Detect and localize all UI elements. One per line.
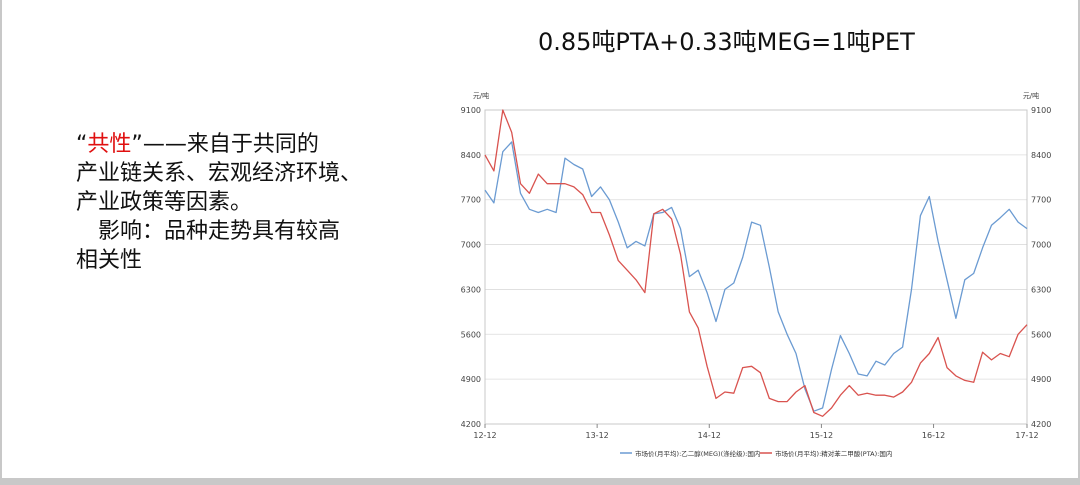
commonality-description: “共性”——来自于共同的 产业链关系、宏观经济环境、 产业政策等因素。 影响：品… xyxy=(76,130,456,275)
y-tick-label-left: 4200 xyxy=(461,420,481,429)
text-line-2: 产业链关系、宏观经济环境、 xyxy=(76,161,363,186)
y-tick-label-left: 5600 xyxy=(461,330,481,339)
x-tick-label: 17-12 xyxy=(1015,431,1038,440)
text-line-3: 产业政策等因素。 xyxy=(76,190,253,215)
y-unit-left: 元/吨 xyxy=(473,91,489,100)
chart-series xyxy=(484,109,1028,417)
chart-axes: 4200 4200 4900 4900 5600 5600 6300 6300 7000 7000… xyxy=(461,91,1052,440)
y-tick-label-left: 6300 xyxy=(461,285,481,294)
slide-title: 0.85吨PTA+0.33吨MEG=1吨PET xyxy=(538,28,915,56)
x-tick-label: 14-12 xyxy=(698,431,721,440)
y-tick-label-right: 9100 xyxy=(1031,106,1051,115)
y-tick-label-right: 4200 xyxy=(1031,420,1051,429)
y-unit-right: 元/吨 xyxy=(1023,91,1039,100)
text-line-4-wrap: 影响：品种走势具有较高 xyxy=(76,217,456,246)
y-tick-label-right: 7000 xyxy=(1031,241,1051,250)
text-line-1-rest: ——来自于共同的 xyxy=(142,132,319,157)
y-tick-label-left: 4900 xyxy=(461,375,481,384)
series-line-pta xyxy=(484,109,1028,417)
legend-label-pta: 市场价(月平均):精对苯二甲酸(PTA):国内 xyxy=(775,449,892,458)
plot-border xyxy=(484,109,1028,425)
y-tick-label-right: 7700 xyxy=(1031,196,1051,205)
text-line-1: “共性”——来自于共同的 xyxy=(76,130,456,159)
y-tick-label-right: 6300 xyxy=(1031,285,1051,294)
close-quote: ” xyxy=(131,132,143,157)
open-quote: “ xyxy=(76,132,88,157)
legend-label-meg: 市场价(月平均):乙二醇(MEG)(涤纶级):国内 xyxy=(635,449,760,458)
chart-legend: 市场价(月平均):乙二醇(MEG)(涤纶级):国内 市场价(月平均):精对苯二甲酸… xyxy=(620,449,892,458)
y-tick-label-left: 7000 xyxy=(461,241,481,250)
x-tick-label: 12-12 xyxy=(473,431,496,440)
text-line-4: 影响：品种走势具有较高 xyxy=(98,219,341,244)
y-tick-label-left: 8400 xyxy=(461,151,481,160)
commonality-highlight: 共性 xyxy=(87,132,132,157)
x-tick-label: 13-12 xyxy=(586,431,609,440)
price-line-chart: 4200 4200 4900 4900 5600 5600 6300 6300 7000 7000… xyxy=(461,91,1052,458)
chart-grid xyxy=(485,109,1027,425)
y-tick-label-left: 7700 xyxy=(461,196,481,205)
y-tick-label-left: 9100 xyxy=(461,106,481,115)
y-tick-label-right: 8400 xyxy=(1031,151,1051,160)
text-line-5: 相关性 xyxy=(76,248,143,273)
y-tick-label-right: 5600 xyxy=(1031,330,1051,339)
series-line-meg xyxy=(484,141,1028,412)
x-tick-label: 15-12 xyxy=(810,431,833,440)
y-tick-label-right: 4900 xyxy=(1031,375,1051,384)
x-tick-label: 16-12 xyxy=(922,431,945,440)
